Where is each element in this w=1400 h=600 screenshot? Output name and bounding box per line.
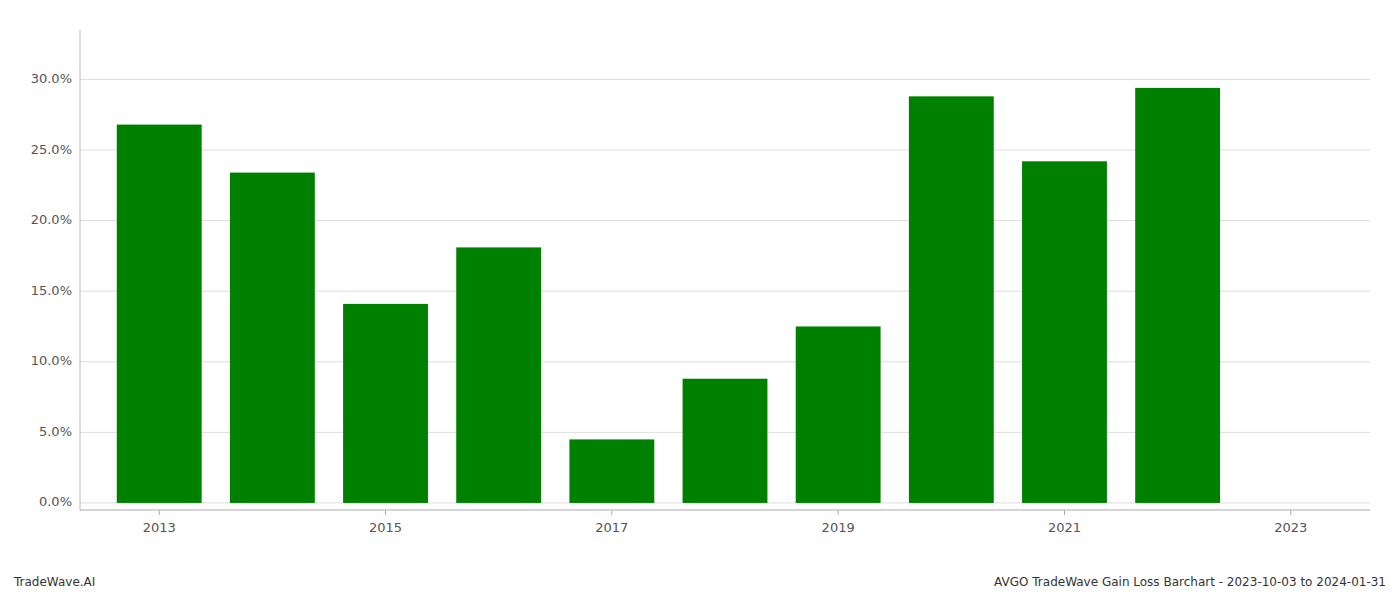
bar [569,439,654,503]
watermark: TradeWave.AI [13,575,95,589]
chart-container: 0.0%5.0%10.0%15.0%20.0%25.0%30.0%2013201… [0,0,1400,600]
chart: 0.0%5.0%10.0%15.0%20.0%25.0%30.0%2013201… [0,0,1400,600]
bar [796,326,881,502]
x-tick-label: 2019 [822,520,855,535]
x-tick-label: 2013 [143,520,176,535]
y-tick-label: 0.0% [39,494,72,509]
x-tick [1064,510,1065,515]
bar [343,304,428,503]
x-axis: 2013 2015 2017 2019 2021 2023 [80,510,1370,535]
bar [117,125,202,503]
bar [230,173,315,503]
x-tick [159,510,160,515]
x-tick [838,510,839,515]
x-tick [1290,510,1291,515]
x-tick [385,510,386,515]
grid-line [80,79,1370,80]
y-tick-label: 25.0% [31,142,72,157]
y-axis-line [80,30,81,510]
bar [683,379,768,503]
y-tick-label: 10.0% [31,353,72,368]
x-tick [611,510,612,515]
y-tick-label: 20.0% [31,212,72,227]
y-tick-label: 5.0% [39,424,72,439]
bar [1022,161,1107,503]
y-axis: 0.0% 5.0% 10.0% 15.0% 20.0% 25.0% 30.0% [31,30,80,510]
background [0,0,1400,600]
title: AVGO TradeWave Gain Loss Barchart - 2023… [994,575,1386,589]
y-tick-label: 30.0% [31,71,72,86]
x-axis-line [80,510,1370,511]
bar [1135,88,1220,503]
bar [456,247,541,503]
x-tick-label: 2021 [1048,520,1081,535]
x-tick-label: 2015 [369,520,402,535]
y-grid [80,79,1370,503]
bar [909,96,994,503]
x-tick-label: 2023 [1274,520,1307,535]
x-tick-label: 2017 [595,520,628,535]
y-tick-label: 15.0% [31,283,72,298]
bars [117,88,1220,503]
